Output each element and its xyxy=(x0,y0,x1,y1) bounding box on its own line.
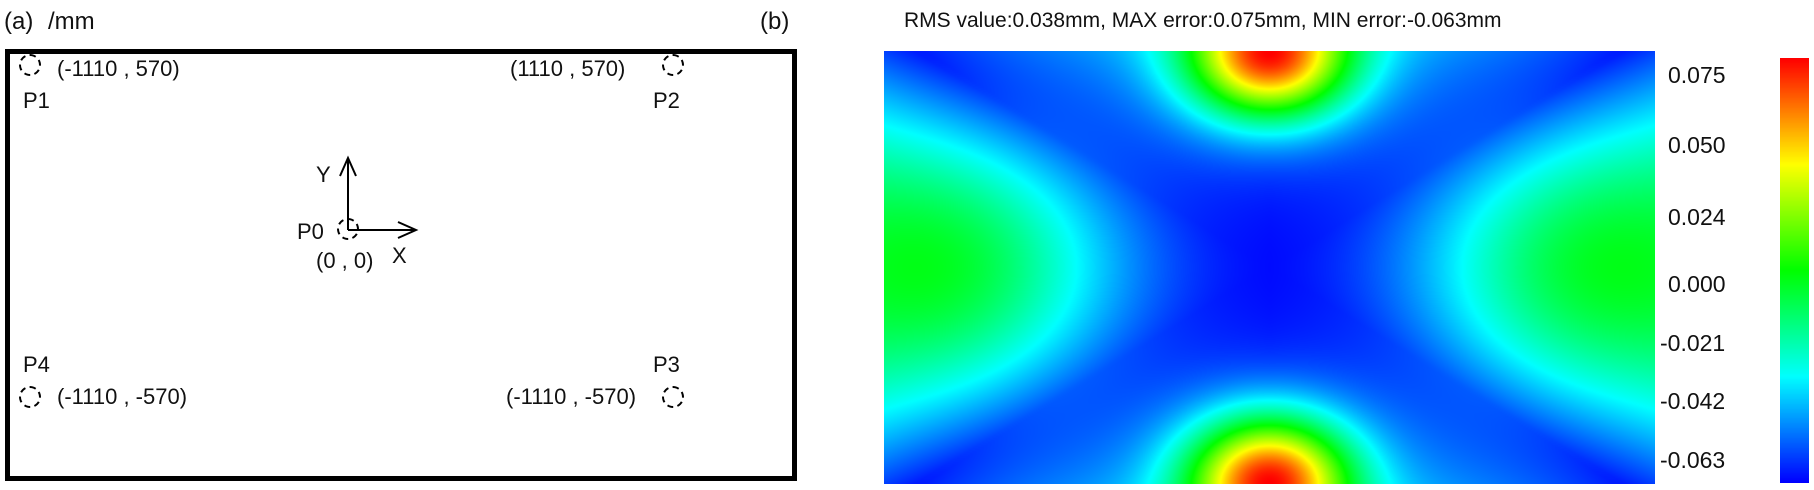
panel-b-label: (b) xyxy=(760,8,790,35)
p2-label: P2 xyxy=(653,88,680,113)
colorbar-tick-label: -0.042 xyxy=(1660,388,1726,415)
p1-coords: (-1110 , 570) xyxy=(57,56,180,81)
axis-y-label: Y xyxy=(316,162,331,187)
target-p2-icon xyxy=(662,54,684,76)
p1-label: P1 xyxy=(23,88,50,113)
colorbar-tick-label: 0.024 xyxy=(1668,204,1726,231)
plate-outline xyxy=(5,49,797,481)
colorbar-tick-label: 0.075 xyxy=(1668,62,1726,88)
p4-coords: (-1110 , -570) xyxy=(57,384,188,409)
colorbar xyxy=(1780,58,1809,483)
axes-icon xyxy=(339,155,419,239)
colorbar-tick-label: -0.063 xyxy=(1660,447,1726,473)
p3-label: P3 xyxy=(653,352,680,377)
panel-a-label: (a) xyxy=(4,8,34,35)
colorbar-tick-label: 0.050 xyxy=(1668,131,1726,158)
error-heatmap xyxy=(884,51,1655,484)
axis-x-label: X xyxy=(392,243,407,268)
heatmap-canvas xyxy=(884,51,1655,484)
p0-coords: (0 , 0) xyxy=(316,248,374,273)
p3-coords: (-1110 , -570) xyxy=(506,384,637,409)
heatmap-title: RMS value:0.038mm, MAX error:0.075mm, MI… xyxy=(904,9,1502,32)
p2-coords: (1110 , 570) xyxy=(510,56,626,81)
p0-label: P0 xyxy=(297,219,324,244)
p4-label: P4 xyxy=(23,352,50,377)
colorbar-tick-label: 0.000 xyxy=(1668,271,1726,298)
colorbar-tick-label: -0.021 xyxy=(1660,329,1726,356)
target-p1-icon xyxy=(19,54,41,76)
target-p3-icon xyxy=(662,386,684,408)
target-p4-icon xyxy=(19,386,41,408)
unit-label: /mm xyxy=(48,8,95,35)
